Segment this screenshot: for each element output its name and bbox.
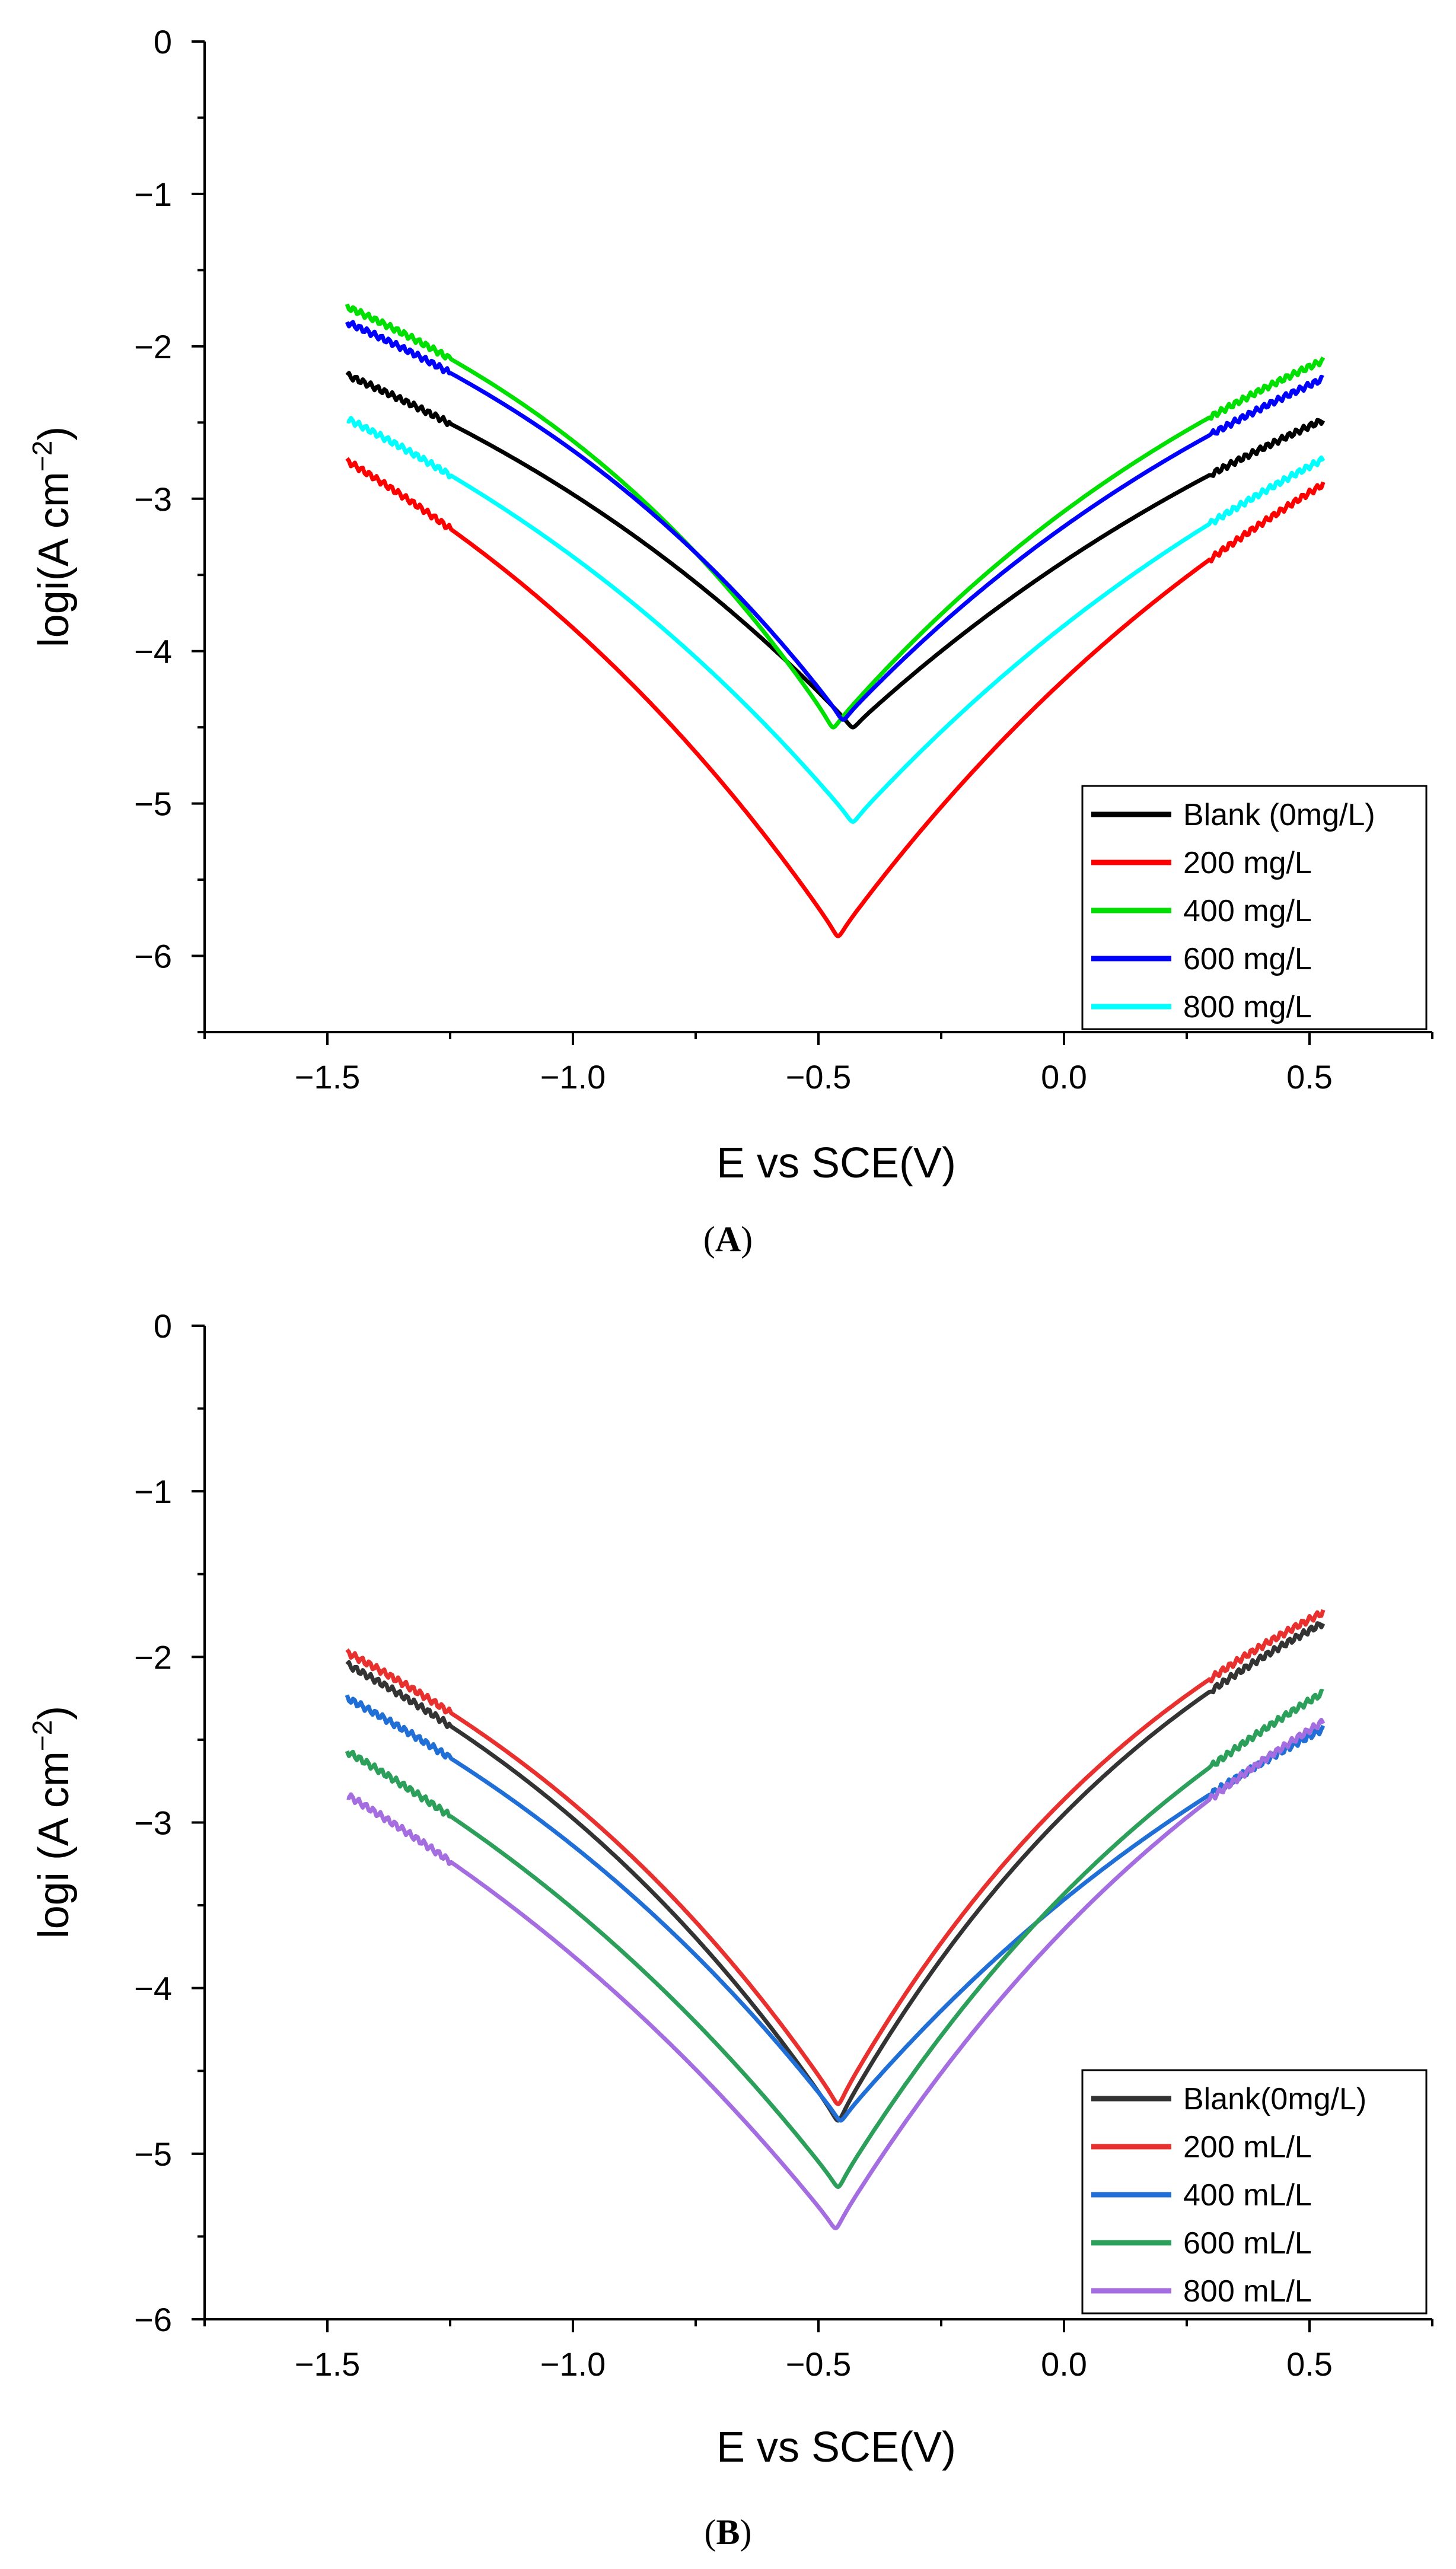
y-tick-label: −1 xyxy=(134,1473,172,1510)
y-tick-label: −6 xyxy=(134,2301,172,2338)
x-tick-label: −0.5 xyxy=(786,1058,852,1096)
legend-label-2: 200 mg/L xyxy=(1183,846,1312,880)
y-axis-label: logi(A cm−2) xyxy=(27,426,78,648)
x-tick-label: −1.0 xyxy=(540,2345,606,2383)
x-tick-label: 0.5 xyxy=(1286,2345,1333,2383)
legend-label-5: 800 mL/L xyxy=(1183,2274,1312,2309)
legend-label-1: Blank (0mg/L) xyxy=(1183,798,1375,832)
y-tick-label: −5 xyxy=(134,785,172,823)
y-tick-label: −6 xyxy=(134,938,172,975)
x-tick-label: −1.0 xyxy=(540,1058,606,1096)
series-line-4 xyxy=(345,1688,1324,2189)
y-tick-label: −3 xyxy=(134,1804,172,1842)
x-tick-label: 0.0 xyxy=(1041,1058,1087,1096)
legend-label-5: 800 mg/L xyxy=(1183,990,1312,1024)
y-tick-label: 0 xyxy=(154,1307,172,1345)
panel-label-a-letter: A xyxy=(715,1220,741,1259)
x-tick-label: 0.0 xyxy=(1041,2345,1087,2383)
panel-label-b: (B) xyxy=(704,2513,752,2552)
legend-label-4: 600 mL/L xyxy=(1183,2226,1312,2261)
legend-label-3: 400 mL/L xyxy=(1183,2178,1312,2213)
legend-box xyxy=(1081,2069,1428,2315)
legend-label-2: 200 mL/L xyxy=(1183,2130,1312,2164)
series-line-2 xyxy=(345,457,1326,938)
x-tick-label: −1.5 xyxy=(295,2345,361,2383)
chart-panel-a: −1.5 −1.0 −0.5 0.0 0.5 0 −1 −2 −3 −4 −5 −6 E vs SCE(… xyxy=(27,23,1433,1187)
x-tick-label: 0.5 xyxy=(1286,1058,1333,1096)
series-line-3 xyxy=(345,303,1326,730)
series-line-4 xyxy=(345,320,1324,722)
y-tick-label: 0 xyxy=(154,23,172,61)
y-tick-label: −2 xyxy=(134,328,172,365)
series-line-1 xyxy=(345,1621,1326,2123)
chart-panel-b: −1.5 −1.0 −0.5 0.0 0.5 0 −1 −2 −3 −4 −5 −6 E vs SCE(… xyxy=(27,1307,1433,2471)
x-axis-label: E vs SCE(V) xyxy=(716,2424,956,2471)
series-line-5 xyxy=(346,1718,1326,2230)
series-line-1 xyxy=(345,371,1326,730)
y-tick-label: −1 xyxy=(134,176,172,213)
panel-label-b-letter: B xyxy=(716,2513,740,2552)
x-tick-label: −0.5 xyxy=(786,2345,852,2383)
x-axis-label: E vs SCE(V) xyxy=(716,1139,956,1187)
y-tick-label: −4 xyxy=(134,633,172,670)
y-axis-label: logi (A cm−2) xyxy=(27,1706,78,1939)
y-tick-label: −4 xyxy=(134,1970,172,2007)
x-tick-label: −1.5 xyxy=(295,1058,361,1096)
legend-box xyxy=(1081,785,1428,1030)
legend-label-3: 400 mg/L xyxy=(1183,894,1312,928)
series-line-2 xyxy=(345,1609,1326,2106)
y-tick-label: −2 xyxy=(134,1638,172,1676)
series-line-3 xyxy=(345,1694,1326,2123)
y-tick-label: −3 xyxy=(134,480,172,518)
y-tick-label: −5 xyxy=(134,2135,172,2173)
legend-label-4: 600 mg/L xyxy=(1183,942,1312,976)
series-line-5 xyxy=(346,416,1326,824)
legend-label-1: Blank(0mg/L) xyxy=(1183,2082,1366,2116)
panel-label-a: (A) xyxy=(703,1220,753,1259)
